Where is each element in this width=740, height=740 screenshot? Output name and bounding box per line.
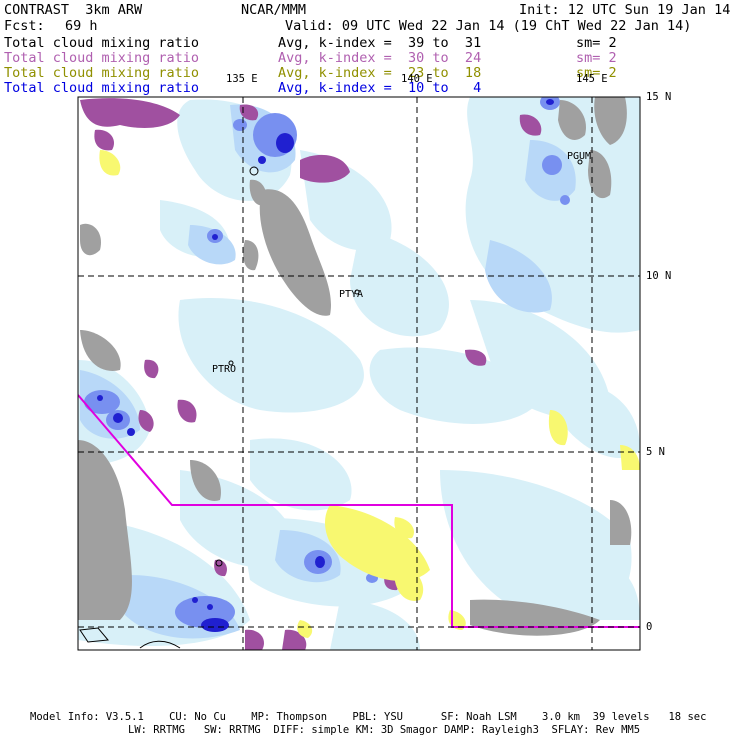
- legend-field-4: Total cloud mixing ratio: [4, 80, 200, 96]
- land-masses: [78, 97, 632, 636]
- lat-label-10n: 10 N: [646, 270, 672, 282]
- cloud-cover-deep: [97, 99, 554, 632]
- legend-field-1: Total cloud mixing ratio: [4, 35, 200, 51]
- station-label-pgum: PGUM: [567, 151, 592, 162]
- station-label-ptro: PTRO: [212, 364, 237, 375]
- coastline-outlines: [79, 166, 259, 649]
- fcst-value: 69 h: [65, 18, 98, 34]
- legend-stat-3: Avg, k-index = 23 to 18: [278, 65, 482, 81]
- legend-stat-2: Avg, k-index = 30 to 24: [278, 50, 482, 66]
- model-title: CONTRAST 3km ARW: [4, 2, 143, 18]
- lat-label-5n: 5 N: [646, 446, 665, 458]
- station-marker-ptya: [354, 289, 360, 295]
- legend-stat-1: Avg, k-index = 39 to 31: [278, 35, 482, 51]
- model-info-line2: LW: RRTMG SW: RRTMG DIFF: simple KM: 3D …: [128, 724, 641, 736]
- region-boundary: [78, 394, 640, 628]
- init-time: Init: 12 UTC Sun 19 Jan 14: [519, 2, 731, 18]
- lat-label-15n: 15 N: [646, 91, 672, 103]
- legend-field-3: Total cloud mixing ratio: [4, 65, 200, 81]
- cloud-midlevel-purple: [80, 98, 542, 650]
- legend-sm-3: sm= 2: [576, 65, 617, 81]
- lon-label-135: 135 E: [226, 73, 258, 85]
- org-label: NCAR/MMM: [241, 2, 307, 18]
- map-frame: [77, 96, 641, 651]
- legend-stat-4: Avg, k-index = 10 to 4: [278, 80, 482, 96]
- lon-label-145: 145 E: [576, 73, 608, 85]
- lat-label-0: 0: [646, 621, 653, 633]
- fcst-label: Fcst:: [4, 18, 45, 34]
- station-marker-pgum: [577, 159, 583, 165]
- lat-lon-grid: [78, 97, 640, 650]
- station-label-ptya: PTYA: [339, 289, 364, 300]
- legend-sm-2: sm= 2: [576, 50, 617, 66]
- legend-sm-1: sm= 2: [576, 35, 617, 51]
- station-marker-ptro: [228, 360, 234, 366]
- model-info-line1: Model Info: V3.5.1 CU: No Cu MP: Thompso…: [30, 711, 707, 723]
- legend-field-2: Total cloud mixing ratio: [4, 50, 200, 66]
- lon-label-140: 140 E: [401, 73, 433, 85]
- valid-time: Valid: 09 UTC Wed 22 Jan 14 (19 ChT Wed …: [285, 18, 692, 34]
